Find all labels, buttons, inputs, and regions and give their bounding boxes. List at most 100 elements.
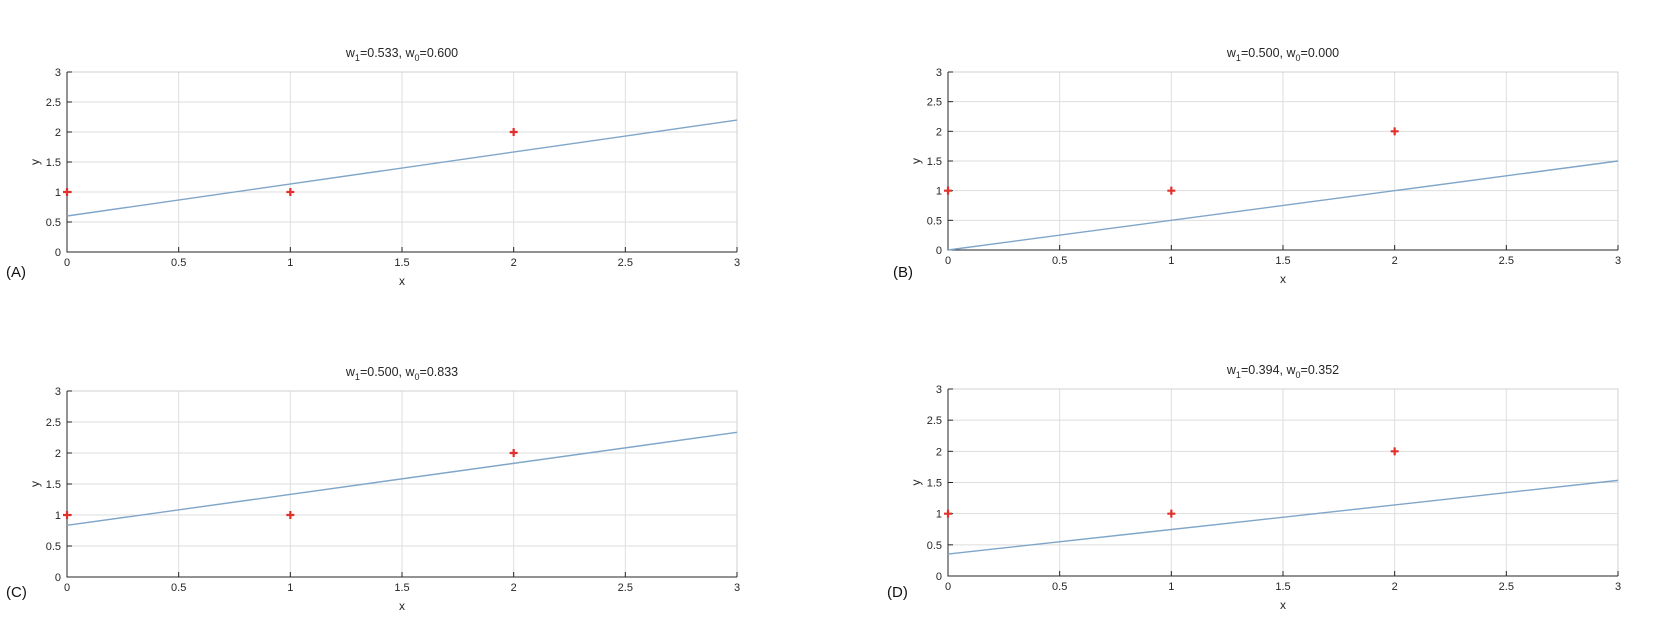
w0-value: =0.833 xyxy=(420,365,459,379)
data-point-marker xyxy=(1167,186,1176,195)
x-tick-label: 2.5 xyxy=(618,257,633,269)
data-point-marker xyxy=(1390,127,1399,136)
w0-subscript: 0 xyxy=(415,372,420,382)
x-tick-label: 0 xyxy=(945,255,951,267)
w0-symbol: w xyxy=(404,365,415,379)
y-tick-label: 1.5 xyxy=(927,478,942,490)
data-point-marker xyxy=(286,188,295,196)
data-point-marker xyxy=(63,188,71,196)
w1-symbol: w xyxy=(1226,363,1237,377)
data-point-marker xyxy=(509,449,518,457)
fitted-line xyxy=(947,479,1619,555)
y-tick-label: 2 xyxy=(55,127,61,139)
y-tick-label: 3 xyxy=(936,384,942,396)
y-axis-label: y xyxy=(909,480,923,486)
w1-subscript: 1 xyxy=(355,53,360,63)
data-point-marker xyxy=(63,511,71,519)
w0-value: =0.000 xyxy=(1301,46,1340,60)
x-axis-label: x xyxy=(1280,272,1286,286)
plot-frame xyxy=(67,71,738,252)
data-point-marker xyxy=(944,509,952,518)
chart-title: w1=0.394, w0=0.352 xyxy=(1226,363,1339,380)
data-point-marker xyxy=(1390,447,1399,456)
chart-title: w1=0.500, w0=0.833 xyxy=(345,365,458,382)
x-tick-label: 2 xyxy=(1392,581,1398,593)
plot-frame xyxy=(948,388,1619,576)
x-tick-label: 1.5 xyxy=(1275,581,1290,593)
y-tick-label: 0 xyxy=(55,572,61,584)
x-axis-label: x xyxy=(399,274,405,288)
w0-symbol: w xyxy=(1285,363,1296,377)
x-tick-label: 1.5 xyxy=(394,257,409,269)
y-axis-label: y xyxy=(909,158,923,164)
x-tick-label: 0.5 xyxy=(171,582,186,594)
y-tick-label: 3 xyxy=(55,386,61,398)
fitted-line xyxy=(66,431,738,527)
y-tick-label: 0 xyxy=(936,245,942,257)
y-tick-label: 0.5 xyxy=(46,217,61,229)
y-tick-label: 1 xyxy=(55,187,61,199)
x-tick-label: 0.5 xyxy=(1052,581,1067,593)
y-tick-label: 1 xyxy=(936,509,942,521)
w1-symbol: w xyxy=(345,365,356,379)
y-tick-label: 2 xyxy=(936,446,942,458)
w1-symbol: w xyxy=(345,46,356,60)
y-axis-label: y xyxy=(28,481,42,487)
x-tick-label: 1.5 xyxy=(394,582,409,594)
w0-subscript: 0 xyxy=(1296,53,1301,63)
y-tick-label: 1 xyxy=(936,186,942,198)
y-tick-label: 2 xyxy=(55,448,61,460)
x-tick-label: 0.5 xyxy=(171,257,186,269)
x-axis-label: x xyxy=(399,599,405,613)
data-point-marker xyxy=(944,186,952,195)
y-tick-label: 1 xyxy=(55,510,61,522)
y-axis-label: y xyxy=(28,159,42,165)
x-tick-label: 3 xyxy=(1615,581,1621,593)
plot-frame xyxy=(67,390,738,577)
x-tick-label: 2.5 xyxy=(1499,581,1514,593)
w1-subscript: 1 xyxy=(355,372,360,382)
w1-subscript: 1 xyxy=(1236,53,1241,63)
y-tick-label: 0 xyxy=(55,247,61,259)
x-tick-label: 0 xyxy=(64,257,70,269)
y-tick-label: 2.5 xyxy=(46,417,61,429)
x-tick-label: 0.5 xyxy=(1052,255,1067,267)
fitted-line xyxy=(66,119,738,217)
y-tick-label: 0 xyxy=(936,571,942,583)
x-tick-label: 1.5 xyxy=(1275,255,1290,267)
x-tick-label: 1 xyxy=(1168,581,1174,593)
data-point-marker xyxy=(286,511,295,519)
y-tick-label: 2.5 xyxy=(927,415,942,427)
y-tick-label: 3 xyxy=(55,67,61,79)
w0-value: =0.352 xyxy=(1301,363,1340,377)
y-tick-label: 0.5 xyxy=(46,541,61,553)
w0-subscript: 0 xyxy=(415,53,420,63)
plot-frame xyxy=(948,71,1619,250)
panel-label: (A) xyxy=(6,264,26,281)
x-tick-label: 1 xyxy=(287,582,293,594)
x-tick-label: 2 xyxy=(1392,255,1398,267)
y-tick-label: 1.5 xyxy=(927,156,942,168)
w1-value: =0.394, xyxy=(1241,363,1287,377)
y-tick-label: 0.5 xyxy=(927,540,942,552)
x-tick-label: 2 xyxy=(511,582,517,594)
y-tick-label: 1.5 xyxy=(46,479,61,491)
x-tick-label: 1 xyxy=(287,257,293,269)
y-tick-label: 1.5 xyxy=(46,157,61,169)
w1-value: =0.500, xyxy=(1241,46,1287,60)
panel-label: (B) xyxy=(893,264,913,281)
w0-symbol: w xyxy=(1285,46,1296,60)
y-tick-label: 2.5 xyxy=(927,97,942,109)
x-tick-label: 2 xyxy=(511,257,517,269)
x-tick-label: 0 xyxy=(64,582,70,594)
y-tick-label: 3 xyxy=(936,67,942,79)
w1-value: =0.533, xyxy=(360,46,406,60)
x-axis-label: x xyxy=(1280,598,1286,612)
y-tick-label: 2.5 xyxy=(46,97,61,109)
x-tick-label: 1 xyxy=(1168,255,1174,267)
x-tick-label: 2.5 xyxy=(1499,255,1514,267)
